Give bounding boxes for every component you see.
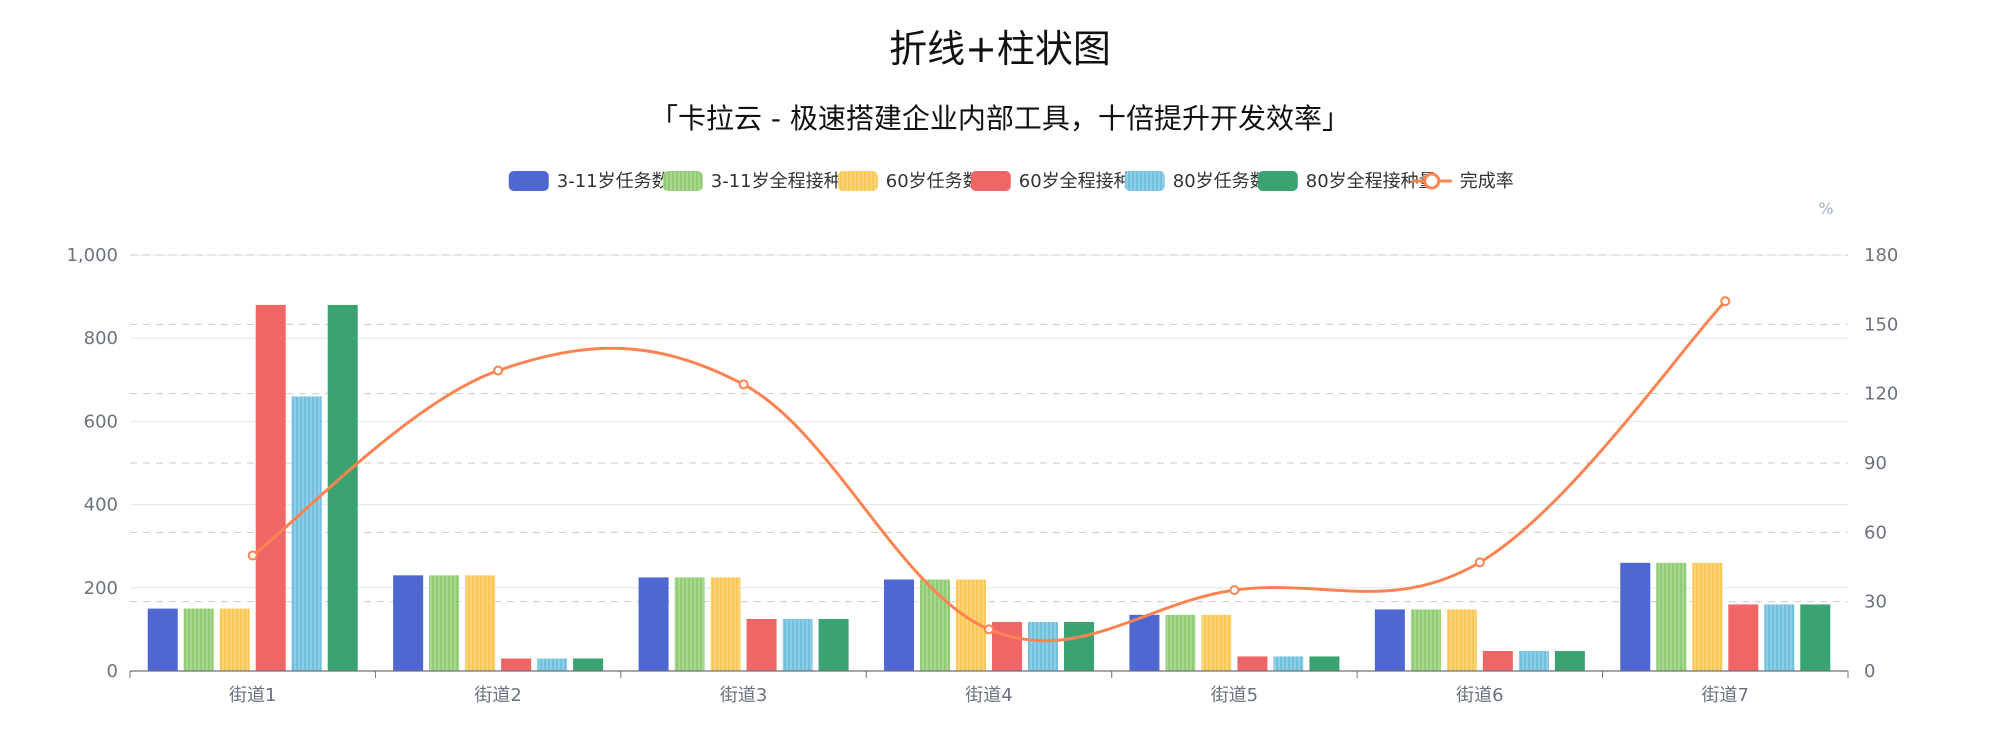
bar-80岁全程接种量-街道2[interactable] (573, 658, 604, 671)
bar-60岁全程接种量-街道7[interactable] (1728, 604, 1759, 671)
bar-3-11岁任务数-街道3[interactable] (638, 577, 669, 671)
bar-80岁全程接种量-街道5[interactable] (1309, 656, 1340, 671)
line-point-街道6[interactable] (1474, 557, 1485, 568)
line-layer[interactable] (247, 296, 1731, 643)
legend-item-完成率[interactable]: 完成率 (1411, 171, 1514, 192)
bar-3-11岁全程接种量-街道6[interactable] (1410, 609, 1441, 671)
bar-80岁全程接种量-街道1[interactable] (327, 304, 358, 671)
bar-80岁任务数-街道2[interactable] (537, 658, 568, 671)
right-axis-tick-label: 90 (1864, 453, 1887, 474)
bar-3-11岁全程接种量-街道1[interactable] (183, 608, 214, 671)
bar-60岁全程接种量-街道5[interactable] (1237, 656, 1268, 671)
left-axis-tick-label: 800 (84, 328, 118, 349)
right-axis-tick-label: 150 (1864, 314, 1898, 335)
bar-80岁任务数-街道3[interactable] (782, 619, 813, 671)
bar-60岁任务数-街道3[interactable] (710, 577, 741, 671)
bar-80岁任务数-街道6[interactable] (1518, 651, 1549, 671)
left-axis-tick-label: 0 (107, 661, 118, 682)
legend-label: 完成率 (1460, 171, 1514, 192)
legend-item-80岁全程接种量[interactable]: 80岁全程接种量 (1257, 171, 1437, 192)
chart-subtitle: 「卡拉云 - 极速搭建企业内部工具，十倍提升开发效率」 (650, 102, 1350, 135)
bar-3-11岁任务数-街道2[interactable] (393, 575, 424, 671)
right-axis-tick-label: 120 (1864, 384, 1898, 405)
bar-3-11岁全程接种量-街道7[interactable] (1656, 562, 1687, 671)
bar-80岁全程接种量-街道7[interactable] (1800, 604, 1831, 671)
left-axis-tick-label: 200 (84, 578, 118, 599)
legend-item-3-11岁任务数[interactable]: 3-11岁任务数 (508, 171, 670, 192)
right-axis-tick-label: 60 (1864, 522, 1887, 543)
legend-label: 3-11岁全程接种量 (711, 171, 860, 192)
bar-60岁全程接种量-街道1[interactable] (255, 304, 286, 671)
x-axis-category-label: 街道5 (1211, 685, 1258, 706)
x-axis-category-label: 街道3 (720, 685, 767, 706)
bar-60岁任务数-街道5[interactable] (1201, 614, 1232, 671)
bar-60岁全程接种量-街道4[interactable] (992, 621, 1022, 671)
bar-3-11岁任务数-街道7[interactable] (1620, 562, 1651, 671)
bar-3-11岁全程接种量-街道5[interactable] (1165, 614, 1196, 671)
left-axis-tick-label: 1,000 (66, 245, 118, 266)
line-point-街道4[interactable] (984, 624, 994, 635)
bar-80岁任务数-街道5[interactable] (1273, 656, 1304, 671)
bar-80岁全程接种量-街道4[interactable] (1064, 621, 1094, 671)
axes-layer: 0 200 400 600 800 1,000 0 30 60 90 120 150 180 街道1 街道2… (66, 245, 1898, 706)
legend-marker (1423, 172, 1441, 190)
left-axis-tick-label: 600 (84, 411, 118, 432)
legend-swatch (837, 171, 878, 191)
bar-80岁任务数-街道4[interactable] (1028, 621, 1058, 671)
x-axis-category-label: 街道4 (965, 685, 1012, 706)
right-axis-tick-label: 0 (1864, 661, 1875, 682)
legend-swatch (1257, 171, 1298, 191)
legend-swatch (1124, 171, 1165, 191)
legend-label: 80岁任务数 (1173, 171, 1268, 192)
bar-60岁任务数-街道1[interactable] (219, 608, 250, 671)
bar-3-11岁任务数-街道1[interactable] (147, 608, 178, 671)
line-point-街道7[interactable] (1720, 296, 1731, 307)
bar-3-11岁任务数-街道6[interactable] (1374, 609, 1405, 671)
line-point-街道2[interactable] (493, 365, 504, 376)
x-axis-category-label: 街道2 (474, 685, 521, 706)
x-axis-category-label: 街道7 (1702, 685, 1749, 706)
legend-item-3-11岁全程接种量[interactable]: 3-11岁全程接种量 (662, 171, 860, 192)
legend-item-80岁任务数[interactable]: 80岁任务数 (1124, 171, 1268, 192)
legend-label: 60岁任务数 (886, 171, 981, 192)
legend-label: 60岁全程接种量 (1019, 171, 1150, 192)
legend-swatch (662, 171, 703, 191)
legend-swatch (508, 171, 549, 191)
bar-3-11岁全程接种量-街道4[interactable] (920, 579, 950, 671)
bar-3-11岁全程接种量-街道3[interactable] (674, 577, 705, 671)
line-point-街道3[interactable] (738, 379, 749, 390)
bar-60岁全程接种量-街道2[interactable] (501, 658, 532, 671)
right-axis-tick-label: 30 (1864, 592, 1887, 613)
x-axis-category-label: 街道6 (1456, 685, 1503, 706)
bar-60岁全程接种量-街道6[interactable] (1482, 651, 1513, 671)
legend-label: 3-11岁任务数 (557, 171, 670, 192)
bar-60岁任务数-街道7[interactable] (1692, 562, 1723, 671)
left-axis-tick-label: 400 (84, 495, 118, 516)
bar-60岁任务数-街道6[interactable] (1446, 609, 1477, 671)
right-axis-tick-label: 180 (1864, 245, 1898, 266)
bar-3-11岁任务数-街道4[interactable] (884, 579, 914, 671)
bar-60岁全程接种量-街道3[interactable] (746, 619, 777, 671)
bar-60岁任务数-街道2[interactable] (465, 575, 496, 671)
right-axis-unit: % (1818, 199, 1833, 218)
bar-80岁全程接种量-街道3[interactable] (818, 619, 849, 671)
line-point-街道5[interactable] (1229, 585, 1240, 596)
bar-80岁全程接种量-街道6[interactable] (1554, 651, 1585, 671)
legend-item-60岁全程接种量[interactable]: 60岁全程接种量 (970, 171, 1150, 192)
legend-item-60岁任务数[interactable]: 60岁任务数 (837, 171, 981, 192)
gridlines (130, 254, 1848, 603)
bar-80岁任务数-街道7[interactable] (1764, 604, 1795, 671)
bars-layer[interactable] (147, 304, 1831, 671)
legend-swatch (970, 171, 1011, 191)
x-axis-category-label: 街道1 (229, 685, 276, 706)
bar-3-11岁任务数-街道5[interactable] (1129, 614, 1160, 671)
legend[interactable]: 3-11岁任务数 3-11岁全程接种量 60岁任务数 60岁全程接种量 80岁任务数 80… (508, 171, 1514, 192)
line-point-街道1[interactable] (247, 550, 258, 561)
chart-title: 折线+柱状图 (889, 27, 1111, 71)
bar-80岁任务数-街道1[interactable] (291, 396, 322, 671)
bar-3-11岁全程接种量-街道2[interactable] (429, 575, 460, 671)
legend-label: 80岁全程接种量 (1306, 171, 1437, 192)
